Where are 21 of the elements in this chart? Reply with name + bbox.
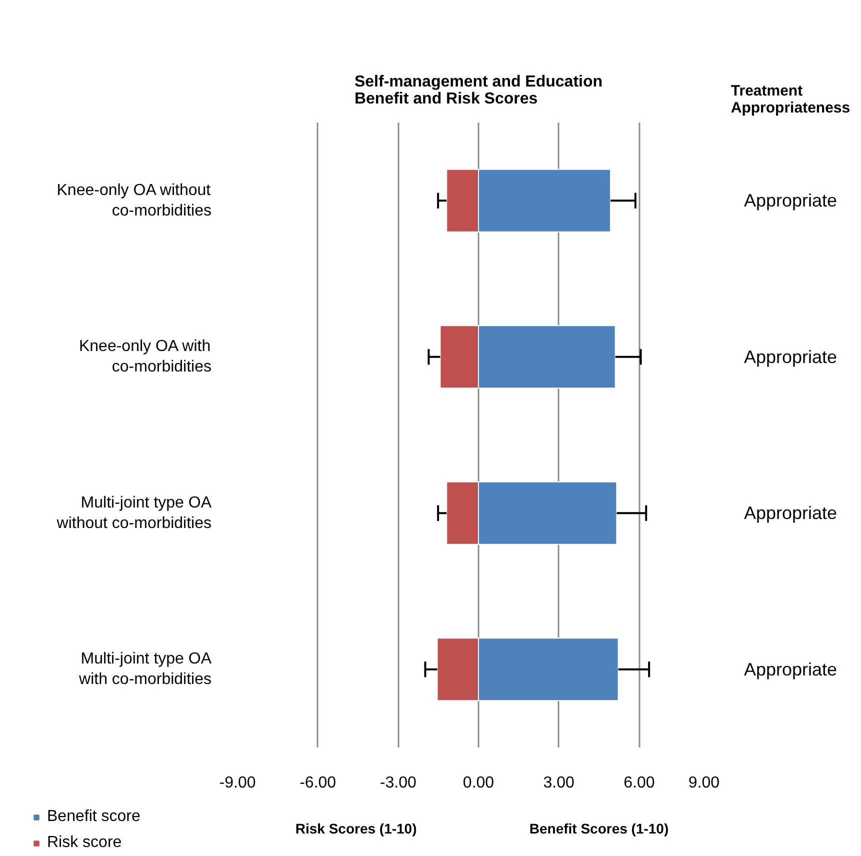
text: Appropriate: [744, 659, 838, 680]
y-tick-label: Knee-only OA with co-morbidities: [78, 338, 212, 376]
x-tick-label: -6.00: [300, 774, 336, 792]
x-tick-label: 3.00: [543, 774, 575, 792]
y-tick-label: Multi-joint type OA with co-morbidities: [78, 650, 212, 688]
x-tick-label: 9.00: [688, 774, 720, 792]
text: Appropriate: [744, 503, 838, 524]
legend-label: Risk score: [47, 834, 122, 852]
x-tick-label: -3.00: [380, 774, 417, 792]
text: Appropriate: [744, 346, 838, 367]
text: Risk Scores (1-10): [295, 820, 417, 836]
text: Appropriate: [744, 190, 838, 211]
text: Benefit Scores (1-10): [529, 820, 669, 836]
x-tick-label: 6.00: [624, 774, 655, 792]
chart-title: Self-management and Education Benefit and Risk Scores: [354, 74, 603, 108]
x-tick-label: 0.00: [462, 774, 494, 792]
text: Treatment Appropriateness: [730, 82, 850, 116]
x-tick-label: -9.00: [219, 774, 256, 792]
legend-label: Benefit score: [47, 808, 140, 826]
y-tick-label: Multi-joint type OA without co-morbidities: [56, 494, 212, 532]
y-tick-label: Knee-only OA without co-morbidities: [56, 182, 212, 220]
